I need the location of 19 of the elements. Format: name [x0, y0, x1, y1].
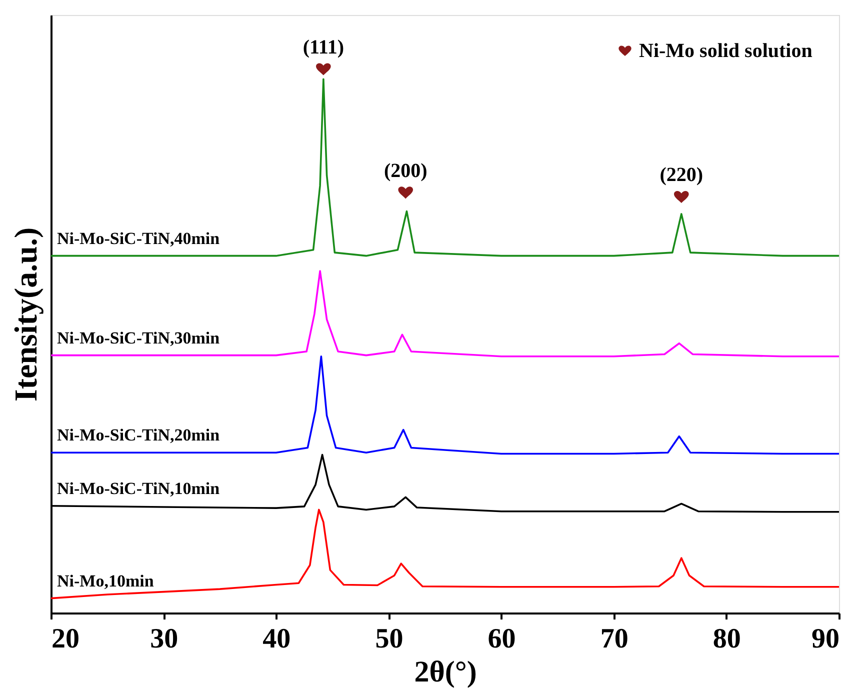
x-tick-label: 80	[712, 624, 741, 654]
legend-label: Ni-Mo solid solution	[639, 40, 812, 62]
x-axis-title: 2θ(°)	[414, 656, 477, 688]
series-label: Ni-Mo-SiC-TiN,40min	[57, 228, 220, 248]
x-tick-label: 40	[262, 624, 291, 654]
series-label: Ni-Mo-SiC-TiN,20min	[57, 426, 220, 445]
y-axis-title: Itensity(a.u.)	[8, 227, 44, 402]
annotation: (220)	[660, 164, 704, 186]
series-label: Ni-Mo,10min	[57, 571, 154, 590]
series-label: Ni-Mo-SiC-TiN,10min	[57, 478, 220, 498]
x-tick-label: 50	[375, 624, 404, 654]
x-tick-label: 70	[600, 624, 628, 654]
annotation: (200)	[384, 160, 428, 182]
text: (111)	[302, 36, 344, 58]
x-tick-label: 30	[150, 624, 178, 654]
x-tick-label: 90	[812, 624, 840, 654]
series-label: Ni-Mo-SiC-TiN,30min	[57, 328, 220, 348]
x-tick-label: 20	[52, 624, 80, 654]
x-tick-label: 60	[488, 624, 516, 654]
